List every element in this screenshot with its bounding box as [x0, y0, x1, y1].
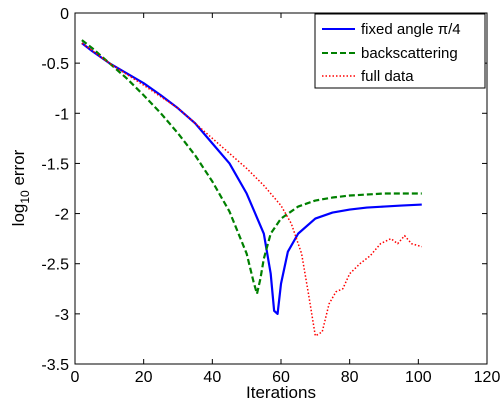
y-axis-label-base: log — [9, 204, 28, 227]
x-tick-label: 120 — [474, 369, 500, 386]
x-tick-label: 100 — [405, 369, 432, 386]
legend-label-backscattering: backscattering — [361, 45, 458, 62]
y-tick-label: -2 — [55, 207, 69, 224]
series-group — [81, 39, 422, 337]
y-tick-label: -3 — [55, 307, 69, 324]
x-tick-label: 60 — [272, 369, 290, 386]
y-tick-label: -0.5 — [41, 56, 69, 73]
legend-label-fixed-angle: fixed angle π/4 — [361, 21, 461, 38]
y-tick-label: -1.5 — [41, 156, 69, 173]
series-line-backscattering — [81, 39, 422, 295]
series-line-fixed-angle — [81, 42, 422, 315]
y-tick-label: -1 — [55, 106, 69, 123]
x-tick-label: 40 — [203, 369, 221, 386]
axis-ticks: 0 20 40 60 80 100 120 -3.5 -3 -2.5 -2 -1.5 -1 -0.5 0 — [41, 6, 500, 386]
series-line-full-data — [81, 42, 422, 337]
legend: fixed angle π/4 backscattering full data — [314, 13, 486, 89]
x-tick-label: 20 — [135, 369, 153, 386]
y-axis-label: log10 error — [9, 149, 32, 226]
y-tick-label: 0 — [60, 6, 69, 23]
x-tick-label: 80 — [341, 369, 359, 386]
y-axis-label-rest: error — [9, 149, 28, 190]
x-tick-label: 0 — [71, 369, 80, 386]
y-axis-label-subscript: 10 — [18, 190, 32, 204]
legend-label-full-data: full data — [361, 68, 414, 85]
y-tick-label: -3.5 — [41, 357, 69, 374]
y-tick-label: -2.5 — [41, 257, 69, 274]
x-axis-label: Iterations — [246, 383, 316, 402]
